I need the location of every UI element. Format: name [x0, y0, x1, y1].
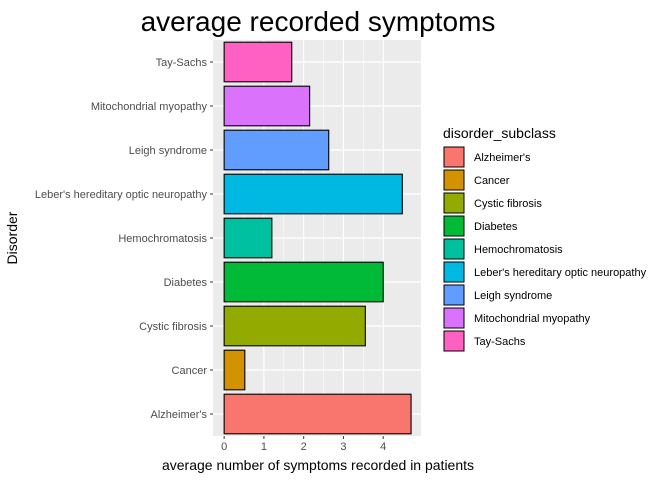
y-tick-label: Mitochondrial myopathy [91, 101, 208, 113]
y-tick-label: Alzheimer's [150, 409, 207, 421]
bar [223, 305, 366, 347]
y-tick-label: Cancer [172, 365, 208, 377]
x-tick-label: 1 [261, 441, 267, 453]
y-tick-label: Leigh syndrome [129, 145, 207, 157]
legend-label: Mitochondrial myopathy [474, 313, 591, 325]
y-tick-label: Tay-Sachs [156, 57, 208, 69]
chart-title: average recorded symptoms [141, 6, 496, 37]
x-axis-title: average number of symptoms recorded in p… [162, 457, 474, 473]
bar [223, 41, 293, 83]
legend-label: Leber's hereditary optic neuropathy [474, 267, 647, 279]
bar [223, 349, 246, 391]
legend-swatch [443, 261, 465, 283]
bar [223, 85, 311, 127]
bar [223, 173, 403, 215]
legend-swatch [443, 169, 465, 191]
legend-label: Cystic fibrosis [474, 198, 542, 210]
legend-label: Cancer [474, 175, 510, 187]
legend-label: Hemochromatosis [474, 244, 563, 256]
legend-swatch [443, 238, 465, 260]
y-tick-label: Diabetes [164, 277, 208, 289]
x-tick-label: 3 [340, 441, 346, 453]
bar [223, 129, 330, 171]
x-tick-label: 2 [301, 441, 307, 453]
legend-swatch [443, 307, 465, 329]
legend-swatch [443, 192, 465, 214]
x-tick-label: 0 [221, 441, 227, 453]
bar [223, 261, 384, 303]
legend-label: Diabetes [474, 221, 518, 233]
legend: Alzheimer's Cancer Cystic fibrosis Diabetes… [443, 146, 647, 352]
legend-swatch [443, 146, 465, 168]
y-tick-label: Leber's hereditary optic neuropathy [35, 189, 208, 201]
legend-label: Leigh syndrome [474, 290, 552, 302]
legend-title: disorder_subclass [443, 125, 556, 141]
legend-swatch [443, 284, 465, 306]
y-axis-title: Disorder [4, 211, 20, 264]
y-tick-label: Cystic fibrosis [139, 321, 207, 333]
legend-label: Alzheimer's [474, 152, 531, 164]
legend-swatch [443, 330, 465, 352]
y-tick-label: Hemochromatosis [118, 233, 207, 245]
legend-label: Tay-Sachs [474, 336, 526, 348]
legend-swatch [443, 215, 465, 237]
x-tick-label: 4 [380, 441, 386, 453]
bar [223, 393, 412, 435]
bar [223, 217, 273, 259]
